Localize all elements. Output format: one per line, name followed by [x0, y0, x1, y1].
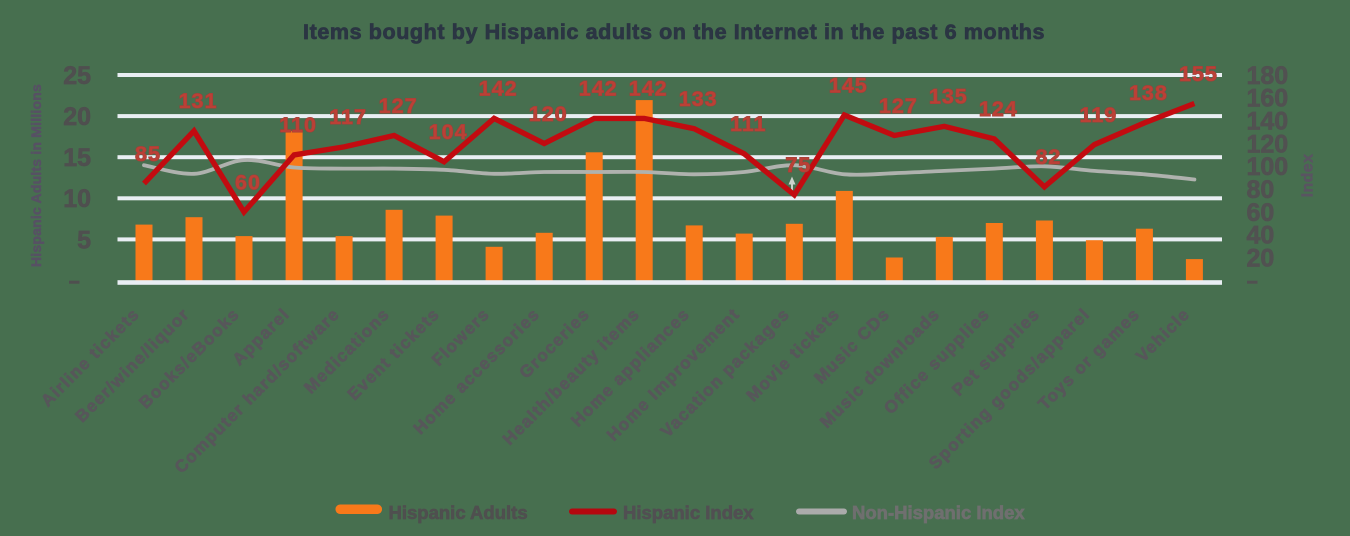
svg-text:124: 124 — [979, 97, 1018, 121]
svg-text:Hispanic Adults: Hispanic Adults — [389, 502, 528, 523]
svg-text:111: 111 — [730, 112, 767, 136]
svg-text:138: 138 — [1129, 81, 1168, 105]
svg-text:117: 117 — [329, 105, 367, 129]
svg-text:142: 142 — [579, 77, 618, 101]
svg-text:119: 119 — [1080, 103, 1118, 127]
svg-text:Hispanic Index: Hispanic Index — [623, 502, 754, 523]
svg-text:75: 75 — [785, 153, 811, 177]
svg-text:10: 10 — [63, 185, 91, 213]
svg-text:85: 85 — [135, 142, 161, 166]
svg-text:120: 120 — [529, 102, 568, 126]
svg-text:Index: Index — [1300, 154, 1317, 198]
svg-text:Items bought by Hispanic adult: Items bought by Hispanic adults on the I… — [303, 20, 1045, 44]
svg-text:131: 131 — [179, 89, 218, 113]
svg-text:104: 104 — [429, 120, 468, 144]
svg-text:80: 80 — [1247, 176, 1275, 204]
svg-text:142: 142 — [629, 77, 668, 101]
svg-text:155: 155 — [1179, 62, 1218, 86]
svg-text:15: 15 — [63, 144, 91, 172]
svg-text:82: 82 — [1035, 145, 1061, 169]
svg-text:60: 60 — [235, 170, 261, 194]
svg-text:110: 110 — [279, 113, 317, 137]
svg-text:20: 20 — [63, 103, 91, 131]
svg-text:145: 145 — [829, 73, 868, 97]
svg-text:142: 142 — [479, 77, 518, 101]
svg-text:100: 100 — [1247, 153, 1289, 181]
svg-text:5: 5 — [77, 226, 91, 254]
svg-text:120: 120 — [1247, 130, 1289, 158]
svg-text:133: 133 — [679, 87, 718, 111]
svg-text:127: 127 — [379, 94, 418, 118]
svg-text:Hispanic Adults in Millions: Hispanic Adults in Millions — [28, 84, 44, 267]
svg-text:180: 180 — [1247, 62, 1289, 90]
svg-text:40: 40 — [1247, 222, 1275, 250]
svg-text:60: 60 — [1247, 199, 1275, 227]
svg-text:20: 20 — [1247, 245, 1275, 273]
svg-text:140: 140 — [1247, 108, 1289, 136]
svg-text:Non-Hispanic Index: Non-Hispanic Index — [852, 502, 1025, 523]
svg-text:127: 127 — [879, 94, 918, 118]
svg-text:25: 25 — [63, 62, 91, 90]
svg-text:160: 160 — [1247, 85, 1289, 113]
svg-text:135: 135 — [929, 85, 968, 109]
